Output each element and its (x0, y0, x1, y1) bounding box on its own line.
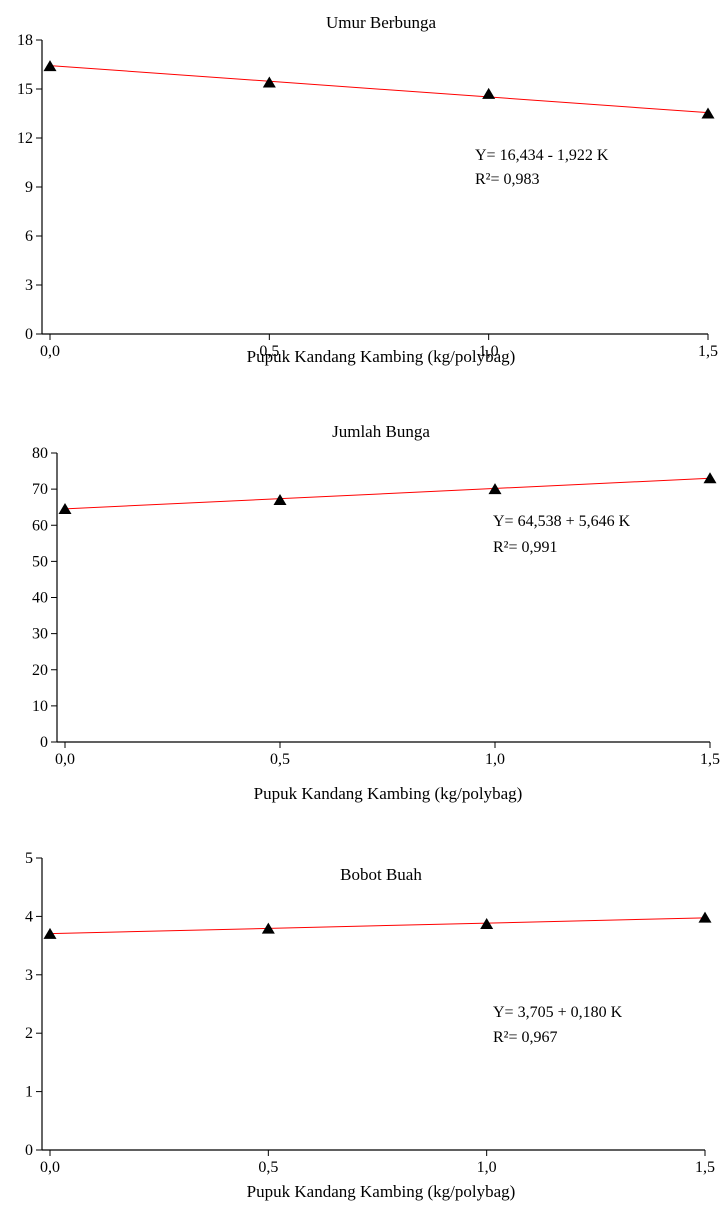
x-tick-label: 0,0 (40, 343, 60, 360)
y-tick-label: 50 (32, 553, 48, 570)
data-point-triangle (262, 76, 276, 88)
x-tick-label: 1,0 (479, 343, 499, 360)
y-tick-label: 2 (25, 1025, 33, 1042)
regression-equation: Y= 16,434 - 1,922 K (475, 147, 609, 164)
regression-line (49, 917, 706, 935)
r-squared-label: R²= 0,991 (493, 539, 558, 556)
y-tick-label: 4 (25, 908, 33, 925)
x-tick-label: 1,0 (477, 1159, 497, 1176)
y-tick-label: 30 (32, 626, 48, 643)
y-tick-label: 80 (32, 445, 48, 462)
x-tick-label: 1,0 (485, 751, 505, 768)
data-point-triangle (58, 502, 72, 514)
data-point-triangle (43, 927, 57, 939)
x-tick-label: 1,5 (700, 751, 720, 768)
y-tick-label: 6 (25, 228, 33, 245)
r-squared-label: R²= 0,983 (475, 171, 540, 188)
x-tick-label: 1,5 (695, 1159, 715, 1176)
x-axis-label: Pupuk Kandang Kambing (kg/polybag) (254, 784, 523, 803)
r-squared-label: R²= 0,967 (493, 1029, 558, 1046)
y-tick-label: 9 (25, 179, 33, 196)
y-tick-label: 18 (17, 32, 33, 49)
data-point-triangle (43, 60, 57, 72)
data-point-triangle (703, 472, 717, 484)
regression-equation: Y= 3,705 + 0,180 K (493, 1004, 623, 1021)
y-tick-label: 15 (17, 81, 33, 98)
y-tick-label: 10 (32, 698, 48, 715)
x-axis-label: Pupuk Kandang Kambing (kg/polybag) (247, 1182, 516, 1201)
data-point-triangle (273, 493, 287, 505)
chart-title: Umur Berbunga (326, 13, 436, 32)
data-point-triangle (482, 87, 496, 99)
data-point-triangle (480, 917, 494, 929)
regression-line (64, 477, 711, 510)
y-tick-label: 0 (40, 734, 48, 751)
chart-title: Bobot Buah (340, 865, 422, 884)
y-tick-label: 20 (32, 662, 48, 679)
x-tick-label: 1,5 (698, 343, 718, 360)
y-tick-label: 5 (25, 850, 33, 867)
chart-panel-bobot-buah: Bobot Buah Pupuk Kandang Kambing (kg/pol… (25, 850, 715, 1201)
y-tick-label: 0 (25, 1142, 33, 1159)
x-tick-label: 0,0 (40, 1159, 60, 1176)
regression-line (49, 65, 709, 114)
x-tick-label: 0,0 (55, 751, 75, 768)
chart-panel-jumlah-bunga: Jumlah Bunga Pupuk Kandang Kambing (kg/p… (32, 422, 720, 803)
y-tick-label: 60 (32, 517, 48, 534)
x-tick-label: 0,5 (270, 751, 290, 768)
regression-equation: Y= 64,538 + 5,646 K (493, 513, 631, 530)
data-point-triangle (701, 107, 715, 119)
y-tick-label: 1 (25, 1084, 33, 1101)
y-tick-label: 40 (32, 590, 48, 607)
x-tick-label: 0,5 (258, 1159, 278, 1176)
y-tick-label: 12 (17, 130, 33, 147)
y-tick-label: 3 (25, 277, 33, 294)
x-tick-label: 0,5 (259, 343, 279, 360)
data-point-triangle (261, 922, 275, 934)
y-tick-label: 0 (25, 326, 33, 343)
y-tick-label: 3 (25, 967, 33, 984)
data-point-triangle (488, 483, 502, 495)
y-tick-label: 70 (32, 481, 48, 498)
x-axis-label: Pupuk Kandang Kambing (kg/polybag) (247, 347, 516, 366)
chart-panel-umur-berbunga: Umur Berbunga Pupuk Kandang Kambing (kg/… (17, 13, 718, 366)
chart-title: Jumlah Bunga (332, 422, 430, 441)
data-point-triangle (698, 911, 712, 923)
